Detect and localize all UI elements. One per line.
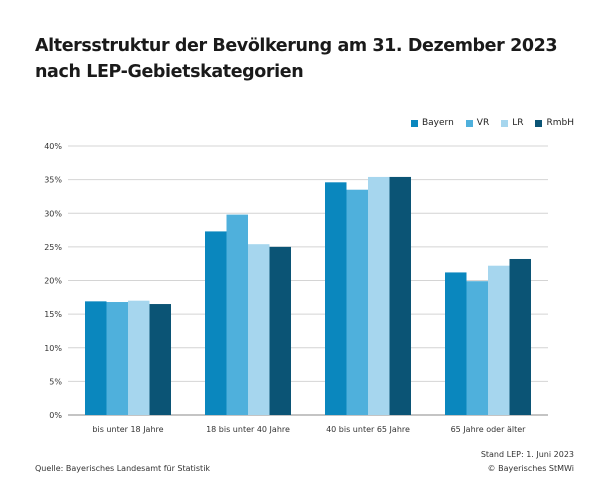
bar-rmbh-4: [509, 258, 531, 415]
bar-lr-4: [488, 265, 510, 415]
y-tick-label: 0%: [49, 411, 62, 420]
bar-bayern-2: [205, 231, 227, 415]
legend-label-bayern: Bayern: [421, 118, 454, 128]
legend-label-rmbh: RmbH: [546, 118, 574, 128]
y-tick-label: 25%: [44, 243, 62, 252]
legend-swatch-lr: [501, 119, 509, 127]
chart-legend: Bayern VR LR RmbH: [410, 118, 574, 128]
bar-rmbh-3: [389, 176, 411, 415]
legend-label-vr: VR: [476, 118, 490, 128]
y-tick-label: 5%: [49, 377, 62, 386]
bar-rmbh-2: [269, 246, 291, 415]
bar-rmbh-1: [149, 304, 171, 415]
legend-item-rmbh: RmbH: [535, 118, 574, 128]
y-tick-label: 35%: [44, 176, 62, 185]
bar-vr-2: [226, 214, 248, 415]
x-tick-label: bis unter 18 Jahre: [92, 425, 163, 434]
legend-item-bayern: Bayern: [410, 118, 454, 128]
bar-vr-3: [346, 189, 368, 415]
bar-vr-4: [466, 281, 488, 415]
y-tick-label: 20%: [44, 277, 62, 286]
chart-title-line-1: Altersstruktur der Bevölkerung am 31. De…: [35, 36, 558, 56]
bar-lr-2: [248, 244, 270, 415]
stand-note: Stand LEP: 1. Juni 2023: [480, 450, 574, 459]
bar-bayern-1: [85, 301, 107, 415]
legend-swatch-vr: [465, 119, 473, 127]
bar-bayern-4: [445, 272, 467, 415]
y-tick-label: 15%: [44, 310, 62, 319]
x-tick-label: 65 Jahre oder älter: [451, 425, 527, 434]
chart-title-line-2: nach LEP-Gebietskategorien: [35, 62, 304, 82]
copyright-note: © Bayerisches StMWi: [487, 464, 574, 473]
bar-vr-1: [106, 302, 128, 415]
x-tick-label: 40 bis unter 65 Jahre: [326, 425, 410, 434]
bar-bayern-3: [325, 182, 347, 415]
y-tick-label: 10%: [44, 344, 62, 353]
chart-title: Altersstruktur der Bevölkerung am 31. De…: [35, 33, 575, 85]
legend-item-lr: LR: [501, 118, 523, 128]
bar-lr-1: [128, 300, 150, 415]
source-note: Quelle: Bayerisches Landesamt für Statis…: [35, 464, 211, 473]
legend-item-vr: VR: [465, 118, 490, 128]
y-tick-label: 30%: [44, 209, 62, 218]
y-tick-label: 40%: [44, 142, 62, 151]
x-tick-label: 18 bis unter 40 Jahre: [206, 425, 290, 434]
legend-label-lr: LR: [512, 118, 524, 128]
bar-lr-3: [368, 176, 390, 415]
legend-swatch-bayern: [410, 119, 418, 127]
legend-swatch-rmbh: [535, 119, 543, 127]
